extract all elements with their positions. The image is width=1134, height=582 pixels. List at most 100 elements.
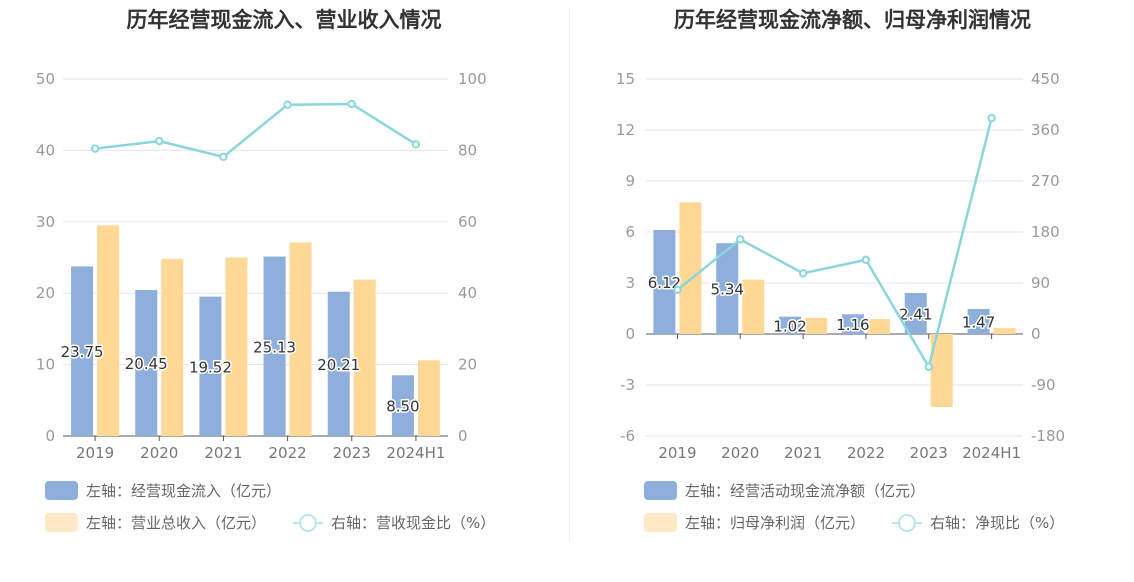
y-left-tick-label: 15 xyxy=(616,70,635,88)
bar-orange xyxy=(289,242,312,436)
series-line xyxy=(94,102,417,159)
bar-orange xyxy=(805,317,828,334)
bar-data-label: 8.50 xyxy=(386,398,419,416)
y-left-tick-label: 30 xyxy=(36,213,55,231)
bar-blue xyxy=(841,314,864,334)
legend-swatch-orange xyxy=(644,513,677,532)
bar-blue xyxy=(967,309,990,334)
legend-item-revenue[interactable]: 左轴：营业总收入（亿元） xyxy=(45,512,266,533)
bar-blue xyxy=(71,266,94,436)
panel-divider xyxy=(569,8,570,542)
line-point xyxy=(155,136,164,146)
chart-panel-net-cashflow: 历年经营现金流净额、归母净利润情况 -6 -3 0 3 6 9 12 15 -180 -90 0 90… xyxy=(571,0,1134,582)
legend-item-ratio[interactable]: 右轴：营收现金比（%） xyxy=(293,512,495,533)
bar-data-label: 20.45 xyxy=(125,355,168,373)
legend-label: 左轴：经营现金流入（亿元） xyxy=(86,482,282,500)
line-point xyxy=(90,144,100,153)
y-left-tick-label: 9 xyxy=(625,172,635,190)
x-tick-label: 2019 xyxy=(76,444,114,462)
bar-data-label: 1.02 xyxy=(773,317,806,335)
bar-orange xyxy=(930,334,953,408)
chart-title: 历年经营现金流净额、归母净利润情况 xyxy=(674,8,1031,32)
bar-orange xyxy=(742,279,765,334)
bar-blue xyxy=(135,289,158,436)
bar-blue xyxy=(199,296,222,436)
x-tick-label: 2021 xyxy=(784,444,822,462)
y-left-tick-label: 3 xyxy=(625,274,635,292)
bar-data-label: 2.41 xyxy=(899,306,932,324)
legend-label: 左轴：经营活动现金流净额（亿元） xyxy=(685,482,926,500)
chart-plot: 0 10 20 30 40 50 0 20 40 60 80 100 2019 2020 2021 2022 2… xyxy=(36,70,487,462)
y-left-tick-label: 50 xyxy=(36,70,55,88)
x-tick-label: 2024H1 xyxy=(386,444,445,462)
y-right-tick-label: 270 xyxy=(1031,172,1060,190)
y-left-tick-label: 0 xyxy=(45,427,55,445)
bar-data-label: 20.21 xyxy=(317,356,360,374)
legend-swatch-line xyxy=(293,513,323,532)
line-point xyxy=(283,100,292,109)
line-point xyxy=(673,285,682,294)
x-tick-label: 2020 xyxy=(140,444,178,462)
legend-item-net-cashflow[interactable]: 左轴：经营活动现金流净额（亿元） xyxy=(644,480,925,501)
legend-label: 右轴：营收现金比（%） xyxy=(331,514,496,532)
line-point xyxy=(861,255,871,264)
x-tick-label: 2021 xyxy=(204,444,242,462)
y-left-tick-label: 0 xyxy=(625,325,635,343)
bar-data-label: 19.52 xyxy=(189,358,232,376)
y-left-tick-label: 12 xyxy=(616,121,635,139)
y-right-tick-label: 80 xyxy=(458,141,477,159)
y-right-tick-label: 100 xyxy=(458,70,487,88)
bar-orange xyxy=(679,202,702,334)
bar-orange xyxy=(97,225,120,436)
y-right-tick-label: 360 xyxy=(1031,121,1060,139)
bar-data-label: 1.47 xyxy=(962,314,995,332)
bar-orange xyxy=(417,360,440,436)
bar-blue xyxy=(653,229,676,334)
x-tick-label: 2022 xyxy=(847,444,885,462)
y-right-tick-label: 450 xyxy=(1031,70,1060,88)
line-point xyxy=(219,152,228,162)
legend-item-net-ratio[interactable]: 右轴：净现比（%） xyxy=(892,512,1064,533)
line-point xyxy=(798,269,808,278)
y-left-tick-label: 6 xyxy=(625,223,635,241)
chart-plot: -6 -3 0 3 6 9 12 15 -180 -90 0 90 180 270 360 450 2019 20… xyxy=(616,70,1065,462)
bar-blue xyxy=(779,316,802,334)
legend-label: 左轴：营业总收入（亿元） xyxy=(86,514,267,532)
y-right-tick-label: 180 xyxy=(1031,223,1060,241)
y-left-tick-label: -3 xyxy=(620,376,635,394)
y-right-tick-label: 60 xyxy=(458,213,477,231)
bar-orange xyxy=(161,258,184,436)
x-tick-label: 2023 xyxy=(910,444,948,462)
bar-orange xyxy=(993,328,1016,334)
bar-orange xyxy=(353,279,376,436)
x-tick-label: 2023 xyxy=(333,444,371,462)
x-tick-label: 2022 xyxy=(268,444,306,462)
bar-data-label: 6.12 xyxy=(648,274,681,292)
bar-blue xyxy=(904,293,927,334)
legend-item-inflow[interactable]: 左轴：经营现金流入（亿元） xyxy=(45,480,281,501)
y-left-tick-label: 40 xyxy=(36,141,55,159)
legend-label: 右轴：净现比（%） xyxy=(930,514,1065,532)
y-right-tick-label: 20 xyxy=(458,356,477,374)
line-point xyxy=(347,99,356,109)
bar-data-label: 25.13 xyxy=(253,338,296,356)
bar-blue xyxy=(263,256,286,436)
legend-item-net-profit[interactable]: 左轴：归母净利润（亿元） xyxy=(644,512,865,533)
y-right-tick-label: 0 xyxy=(1031,325,1041,343)
bar-blue xyxy=(391,375,414,436)
chart-panel-cashflow-inflow: 历年经营现金流入、营业收入情况 0 10 20 30 40 50 0 20 40 60 80 100 2… xyxy=(36,8,495,533)
y-right-tick-label: -180 xyxy=(1031,427,1065,445)
legend-swatch-orange xyxy=(45,513,78,532)
line-point xyxy=(924,362,933,372)
chart-title: 历年经营现金流入、营业收入情况 xyxy=(126,8,442,32)
y-right-tick-label: 90 xyxy=(1031,274,1050,292)
y-right-tick-label: 0 xyxy=(458,427,468,445)
bar-orange xyxy=(225,257,248,436)
x-tick-label: 2024H1 xyxy=(962,444,1021,462)
y-right-tick-label: 40 xyxy=(458,284,477,302)
line-point xyxy=(736,235,745,244)
bar-blue xyxy=(716,243,739,334)
y-left-tick-label: 20 xyxy=(36,284,55,302)
series-line xyxy=(676,117,993,371)
line-point xyxy=(987,113,996,123)
